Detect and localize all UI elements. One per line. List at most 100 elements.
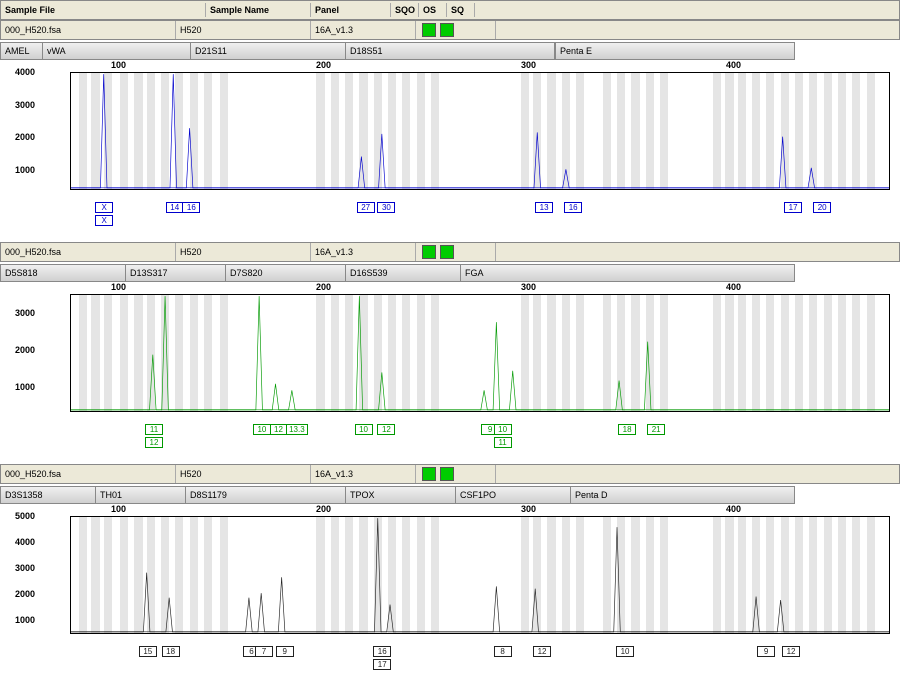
status-indicator-icon	[440, 245, 454, 259]
electropherogram-panel-0: 000_H520.fsaH52016A_v1.3 AMELvWAD21S11D18…	[0, 20, 900, 228]
x-tick: 200	[316, 282, 331, 292]
allele-box[interactable]: 18	[162, 646, 180, 657]
col-header-os: OS	[419, 3, 447, 17]
allele-box[interactable]: X	[95, 215, 113, 226]
locus-label-d21s11[interactable]: D21S11	[190, 42, 350, 60]
chart-area: 100020003000	[40, 294, 895, 424]
status-indicator-icon	[422, 467, 436, 481]
allele-box[interactable]: 11	[145, 424, 163, 435]
y-tick: 5000	[15, 511, 35, 521]
x-tick: 100	[111, 504, 126, 514]
trace-line	[71, 517, 889, 633]
allele-box[interactable]: 16	[564, 202, 582, 213]
allele-box[interactable]: 18	[618, 424, 636, 435]
locus-label-vwa[interactable]: vWA	[42, 42, 192, 60]
sample-name: H520	[176, 21, 311, 39]
allele-box[interactable]: 12	[270, 424, 288, 435]
y-axis: 100020003000	[5, 294, 37, 424]
allele-box[interactable]: 10	[494, 424, 512, 435]
y-tick: 1000	[15, 165, 35, 175]
x-tick: 200	[316, 504, 331, 514]
allele-box[interactable]: X	[95, 202, 113, 213]
column-header-row: Sample FileSample NamePanelSQOOSSQ	[0, 0, 900, 20]
allele-box[interactable]: 17	[784, 202, 802, 213]
x-tick: 300	[521, 60, 536, 70]
y-tick: 3000	[15, 563, 35, 573]
panel-name: 16A_v1.3	[311, 21, 416, 39]
allele-box[interactable]: 16	[182, 202, 200, 213]
col-header-sample-file: Sample File	[1, 3, 206, 17]
status-area	[416, 243, 496, 261]
allele-box[interactable]: 14	[166, 202, 184, 213]
allele-box[interactable]: 12	[782, 646, 800, 657]
plot-area[interactable]	[70, 294, 890, 412]
allele-box[interactable]: 15	[139, 646, 157, 657]
x-tick: 400	[726, 282, 741, 292]
locus-label-d5s818[interactable]: D5S818	[0, 264, 130, 282]
locus-label-fga[interactable]: FGA	[460, 264, 795, 282]
allele-box[interactable]: 21	[647, 424, 665, 435]
allele-box[interactable]: 17	[373, 659, 391, 670]
locus-label-csf1po[interactable]: CSF1PO	[455, 486, 575, 504]
locus-label-row: AMELvWAD21S11D18S51Penta E	[0, 42, 900, 60]
col-header-sqo: SQO	[391, 3, 419, 17]
x-tick: 200	[316, 60, 331, 70]
allele-call-row: 1112101213.31012910111821	[70, 424, 900, 450]
plot-area[interactable]	[70, 72, 890, 190]
allele-box[interactable]: 13.3	[286, 424, 308, 435]
y-axis: 10002000300040005000	[5, 516, 37, 646]
allele-box[interactable]: 10	[253, 424, 271, 435]
x-axis-ticks: 100 200 300 400	[70, 60, 890, 72]
allele-box[interactable]: 8	[494, 646, 512, 657]
allele-box[interactable]: 20	[813, 202, 831, 213]
allele-box[interactable]: 10	[355, 424, 373, 435]
allele-box[interactable]: 12	[377, 424, 395, 435]
allele-box[interactable]: 11	[494, 437, 512, 448]
y-tick: 2000	[15, 589, 35, 599]
locus-label-d8s1179[interactable]: D8S1179	[185, 486, 350, 504]
locus-label-d3s1358[interactable]: D3S1358	[0, 486, 100, 504]
chart-area: 10002000300040005000	[40, 516, 895, 646]
locus-label-penta d[interactable]: Penta D	[570, 486, 795, 504]
electropherogram-panel-2: 000_H520.fsaH52016A_v1.3 D3S1358TH01D8S11…	[0, 464, 900, 672]
status-indicator-icon	[422, 23, 436, 37]
locus-label-th01[interactable]: TH01	[95, 486, 190, 504]
sample-name: H520	[176, 243, 311, 261]
allele-call-row: 1518679161781210912	[70, 646, 900, 672]
allele-box[interactable]: 12	[145, 437, 163, 448]
allele-box[interactable]: 16	[373, 646, 391, 657]
panel-header: 000_H520.fsaH52016A_v1.3	[0, 242, 900, 262]
locus-label-penta e[interactable]: Penta E	[555, 42, 795, 60]
panel-header: 000_H520.fsaH52016A_v1.3	[0, 464, 900, 484]
sample-file: 000_H520.fsa	[1, 21, 176, 39]
status-area	[416, 21, 496, 39]
x-axis-ticks: 100200300400	[70, 282, 890, 294]
allele-box[interactable]: 10	[616, 646, 634, 657]
allele-box[interactable]: 27	[357, 202, 375, 213]
y-axis: 1000200030004000	[5, 72, 37, 202]
allele-box[interactable]: 9	[276, 646, 294, 657]
col-header-sq: SQ	[447, 3, 475, 17]
plot-area[interactable]	[70, 516, 890, 634]
allele-box[interactable]: 12	[533, 646, 551, 657]
locus-label-d13s317[interactable]: D13S317	[125, 264, 230, 282]
allele-box[interactable]: 7	[255, 646, 273, 657]
y-tick: 3000	[15, 100, 35, 110]
locus-label-d16s539[interactable]: D16S539	[345, 264, 465, 282]
chart-area: 1000200030004000	[40, 72, 895, 202]
panel-name: 16A_v1.3	[311, 465, 416, 483]
locus-label-d18s51[interactable]: D18S51	[345, 42, 555, 60]
trace-line	[71, 73, 889, 189]
locus-label-tpox[interactable]: TPOX	[345, 486, 460, 504]
status-area	[416, 465, 496, 483]
allele-box[interactable]: 30	[377, 202, 395, 213]
locus-label-d7s820[interactable]: D7S820	[225, 264, 350, 282]
x-tick: 100	[111, 282, 126, 292]
x-tick: 100	[111, 60, 126, 70]
allele-box[interactable]: 9	[757, 646, 775, 657]
x-tick: 400	[726, 60, 741, 70]
x-axis-ticks: 100200300400	[70, 504, 890, 516]
x-tick: 300	[521, 504, 536, 514]
locus-label-row: D5S818D13S317D7S820D16S539FGA	[0, 264, 900, 282]
allele-box[interactable]: 13	[535, 202, 553, 213]
